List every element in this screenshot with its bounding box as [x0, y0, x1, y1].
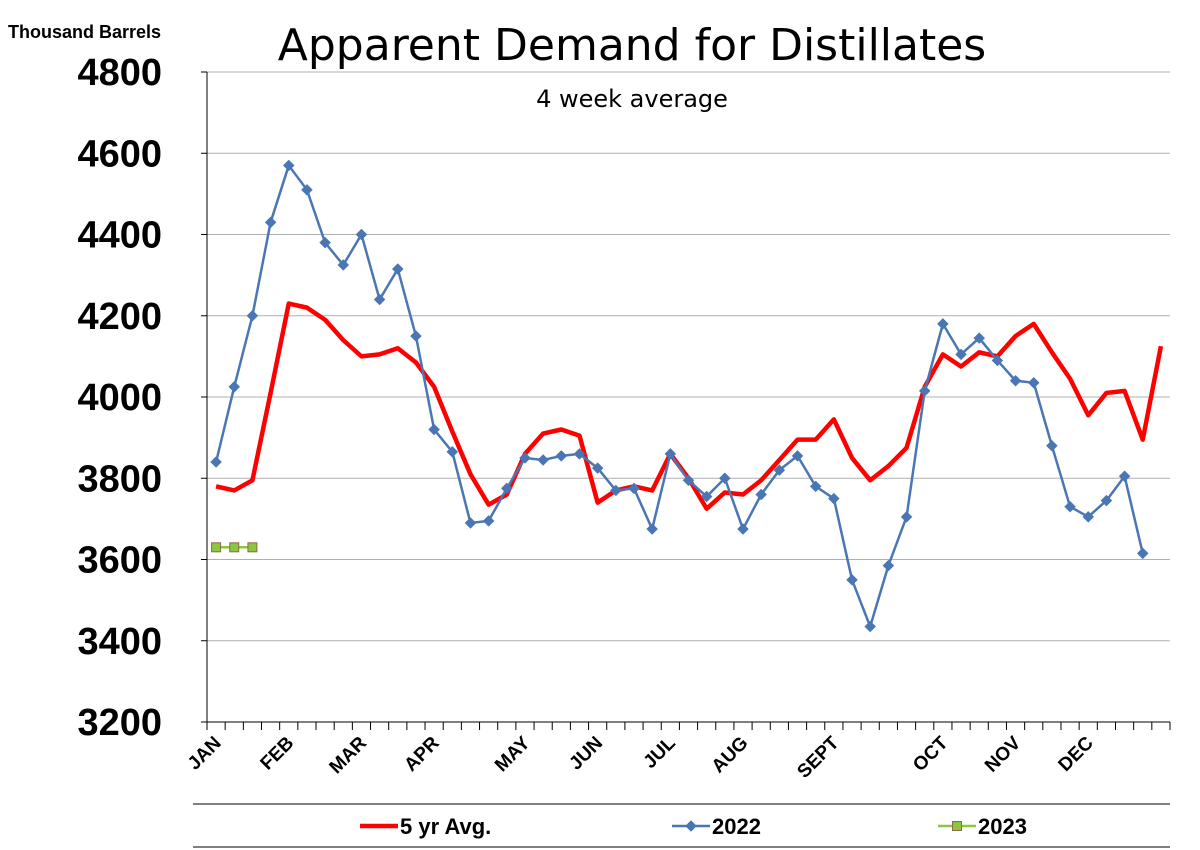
data-point-2023 [247, 542, 258, 553]
data-point-2022 [519, 452, 531, 464]
legend-item-5-yr-avg: 5 yr Avg. [360, 814, 491, 839]
series-2022 [210, 159, 1149, 633]
data-point-2022 [391, 263, 404, 275]
data-point-2022 [628, 482, 640, 495]
chart-title: Apparent Demand for Distillates [278, 20, 986, 71]
data-point-2022 [1100, 494, 1113, 507]
x-tick-label-jun: JUN [565, 733, 607, 775]
data-point-2022 [682, 474, 695, 487]
data-point-2023 [211, 542, 222, 553]
x-tick-label-dec: DEC [1055, 732, 1098, 775]
y-tick-label: 4000 [77, 377, 162, 419]
x-tick-label-apr: APR [400, 732, 443, 775]
y-tick-label: 3400 [77, 621, 162, 663]
legend-label-2023: 2023 [978, 814, 1027, 839]
data-point-2022 [828, 492, 840, 505]
series-2023 [211, 542, 258, 553]
data-point-2022 [500, 482, 513, 495]
chart-subtitle: 4 week average [536, 85, 728, 113]
data-point-2022 [210, 456, 222, 468]
y-tick-label: 4800 [77, 52, 162, 94]
data-point-2022 [918, 385, 931, 397]
data-point-2022 [773, 464, 786, 476]
legend-label-2022: 2022 [712, 814, 761, 839]
data-point-2022 [482, 515, 495, 527]
data-point-2022 [446, 445, 459, 458]
x-tick-label-jan: JAN [184, 733, 226, 775]
data-point-2022 [1082, 510, 1095, 523]
data-point-2022 [573, 448, 586, 460]
data-point-2022 [1136, 547, 1149, 560]
legend: 5 yr Avg. 2022 2023 [193, 803, 1170, 848]
data-point-2022 [337, 259, 350, 271]
data-point-2022 [664, 448, 677, 460]
y-tick-label: 4600 [77, 133, 162, 175]
x-tick-label-aug: AUG [708, 733, 753, 778]
x-tick-label-mar: MAR [326, 732, 372, 778]
data-point-2022 [882, 559, 895, 572]
data-point-2022 [755, 488, 768, 501]
series-layer [210, 159, 1164, 633]
x-tick-label-jul: JUL [640, 732, 681, 773]
x-tick-label-may: MAY [491, 732, 535, 776]
data-point-2022 [591, 462, 604, 474]
x-tick-label-sept: SEPT [793, 732, 843, 782]
data-point-2022 [718, 472, 731, 485]
data-point-2022 [609, 484, 622, 497]
y-tick-label: 3200 [77, 702, 162, 744]
y-tick-label: 4400 [77, 215, 162, 257]
data-point-2022 [937, 318, 949, 330]
y-axis-ticks: 3200 3400 3600 3800 4000 4200 4400 4600 4800 [77, 52, 207, 744]
axes [206, 72, 1170, 723]
x-axis-ticks: JAN FEB MAR APR MAY JUN JUL AUG SEPT OCT NOV DEC [184, 722, 1171, 783]
legend-item-2022: 2022 [672, 814, 761, 839]
data-point-2022 [1027, 376, 1040, 389]
x-tick-label-oct: OCT [909, 732, 952, 775]
data-point-2022 [355, 228, 368, 241]
data-point-2022 [319, 236, 331, 249]
data-point-2022 [228, 380, 241, 393]
data-point-2022 [428, 423, 440, 436]
data-point-2022 [555, 450, 568, 462]
data-point-2022 [1046, 439, 1058, 452]
data-point-2022 [464, 517, 477, 529]
data-point-2022 [991, 354, 1004, 367]
series-line-2022 [214, 164, 1144, 628]
data-point-2022 [264, 216, 277, 229]
data-point-2022 [246, 309, 259, 322]
x-tick-label-nov: NOV [981, 732, 1025, 776]
y-tick-label: 3600 [77, 540, 162, 582]
data-point-2022 [1118, 470, 1131, 483]
gridlines [207, 71, 1170, 642]
legend-label-5-yr-avg: 5 yr Avg. [400, 814, 491, 839]
x-tick-label-feb: FEB [257, 733, 299, 775]
y-tick-label: 4200 [77, 296, 162, 338]
data-point-2022 [646, 523, 659, 535]
legend-marker-2022 [685, 820, 697, 832]
data-point-2022 [282, 159, 295, 172]
data-point-2022 [700, 490, 713, 503]
legend-marker-2023 [952, 821, 962, 831]
data-point-2022 [373, 293, 386, 306]
data-point-2022 [973, 332, 986, 344]
data-point-2022 [791, 450, 804, 462]
data-point-2022 [301, 183, 313, 196]
data-point-2022 [809, 480, 822, 493]
y-tick-label: 3800 [77, 458, 162, 500]
data-point-2022 [410, 330, 422, 342]
data-point-2023 [229, 542, 240, 553]
data-point-2022 [955, 348, 967, 361]
data-point-2022 [1009, 374, 1022, 387]
legend-item-2023: 2023 [938, 814, 1027, 839]
data-point-2022 [864, 620, 877, 633]
data-point-2022 [900, 510, 913, 523]
data-point-2022 [537, 454, 549, 466]
y-axis-label: Thousand Barrels [8, 22, 161, 42]
data-point-2022 [737, 523, 749, 535]
data-point-2022 [846, 573, 858, 586]
data-point-2022 [1064, 500, 1076, 513]
